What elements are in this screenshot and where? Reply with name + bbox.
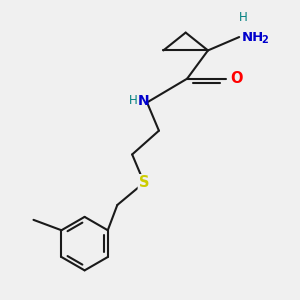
Text: 2: 2 — [262, 35, 268, 45]
Text: NH: NH — [242, 31, 264, 44]
Text: O: O — [230, 70, 243, 86]
Text: H: H — [129, 94, 138, 107]
Text: H: H — [239, 11, 248, 24]
Text: N: N — [138, 94, 150, 108]
Text: S: S — [139, 175, 149, 190]
